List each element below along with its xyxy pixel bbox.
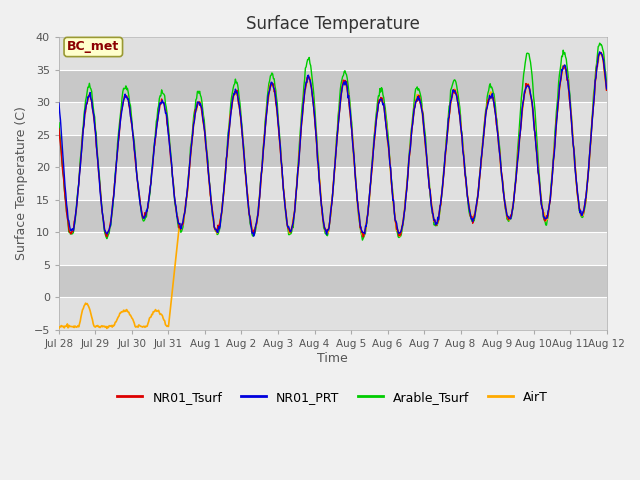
Arable_Tsurf	[433, 222, 440, 228]
Bar	[59, 135, 607, 168]
NR01_Tsurf	[55, 126, 63, 132]
Arable_Tsurf	[175, 227, 183, 232]
Bar	[59, 37, 607, 70]
NR01_Tsurf	[597, 49, 605, 55]
Line: AirT: AirT	[59, 53, 607, 328]
AirT	[325, 223, 333, 229]
NR01_Tsurf	[554, 112, 561, 118]
NR01_Tsurf	[324, 227, 332, 232]
NR01_PRT	[250, 233, 257, 239]
NR01_PRT	[378, 99, 386, 105]
AirT	[55, 325, 63, 331]
Bar	[59, 265, 607, 297]
X-axis label: Time: Time	[317, 351, 348, 364]
Bar	[59, 232, 607, 265]
NR01_Tsurf	[199, 116, 207, 122]
AirT	[200, 121, 207, 127]
NR01_PRT	[175, 221, 183, 227]
AirT	[596, 50, 604, 56]
NR01_Tsurf	[378, 95, 386, 101]
NR01_Tsurf	[359, 234, 367, 240]
NR01_PRT	[325, 226, 333, 231]
AirT	[103, 325, 111, 331]
NR01_PRT	[554, 113, 561, 119]
AirT	[176, 224, 184, 229]
Legend: NR01_Tsurf, NR01_PRT, Arable_Tsurf, AirT: NR01_Tsurf, NR01_PRT, Arable_Tsurf, AirT	[113, 385, 553, 408]
Bar	[59, 297, 607, 330]
Line: Arable_Tsurf: Arable_Tsurf	[59, 43, 607, 240]
NR01_PRT	[596, 49, 604, 55]
AirT	[433, 220, 440, 226]
Title: Surface Temperature: Surface Temperature	[246, 15, 420, 33]
Line: NR01_Tsurf: NR01_Tsurf	[59, 52, 607, 237]
Line: NR01_PRT: NR01_PRT	[59, 52, 607, 236]
Arable_Tsurf	[199, 107, 207, 112]
Bar	[59, 70, 607, 102]
Arable_Tsurf	[596, 40, 604, 46]
NR01_Tsurf	[603, 87, 611, 93]
NR01_PRT	[55, 100, 63, 106]
NR01_PRT	[433, 220, 440, 226]
Arable_Tsurf	[554, 101, 561, 107]
Bar	[59, 168, 607, 200]
NR01_Tsurf	[433, 222, 440, 228]
AirT	[603, 87, 611, 93]
Bar	[59, 200, 607, 232]
Arable_Tsurf	[603, 81, 611, 86]
NR01_PRT	[199, 114, 207, 120]
Arable_Tsurf	[324, 230, 332, 236]
Bar	[59, 102, 607, 135]
AirT	[378, 99, 386, 105]
Y-axis label: Surface Temperature (C): Surface Temperature (C)	[15, 107, 28, 261]
AirT	[554, 111, 561, 117]
NR01_Tsurf	[175, 225, 183, 231]
Arable_Tsurf	[358, 237, 366, 243]
Arable_Tsurf	[55, 120, 63, 126]
Arable_Tsurf	[378, 86, 386, 92]
Text: BC_met: BC_met	[67, 40, 120, 53]
NR01_PRT	[603, 86, 611, 92]
